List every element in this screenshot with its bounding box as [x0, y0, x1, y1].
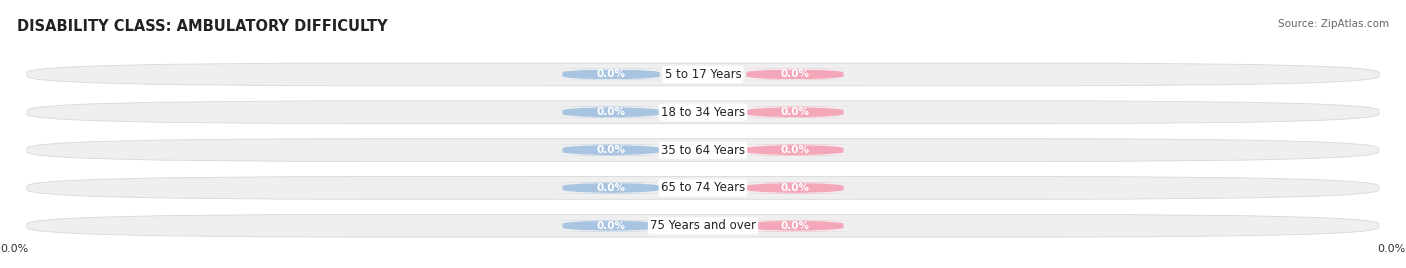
FancyBboxPatch shape — [27, 63, 1379, 86]
FancyBboxPatch shape — [709, 107, 882, 118]
Text: 18 to 34 Years: 18 to 34 Years — [661, 106, 745, 119]
Text: 5 to 17 Years: 5 to 17 Years — [665, 68, 741, 81]
Text: 0.0%: 0.0% — [596, 69, 626, 79]
Text: 0.0%: 0.0% — [780, 221, 810, 231]
FancyBboxPatch shape — [709, 220, 882, 232]
Text: 0.0%: 0.0% — [596, 183, 626, 193]
Text: 65 to 74 Years: 65 to 74 Years — [661, 181, 745, 194]
Text: 0.0%: 0.0% — [780, 145, 810, 155]
Text: 75 Years and over: 75 Years and over — [650, 219, 756, 232]
Text: 0.0%: 0.0% — [0, 244, 28, 254]
Text: 0.0%: 0.0% — [780, 183, 810, 193]
FancyBboxPatch shape — [524, 144, 697, 156]
Text: DISABILITY CLASS: AMBULATORY DIFFICULTY: DISABILITY CLASS: AMBULATORY DIFFICULTY — [17, 19, 388, 34]
FancyBboxPatch shape — [709, 144, 882, 156]
Text: 0.0%: 0.0% — [596, 221, 626, 231]
FancyBboxPatch shape — [524, 182, 697, 193]
Text: 0.0%: 0.0% — [596, 107, 626, 117]
FancyBboxPatch shape — [524, 69, 697, 80]
FancyBboxPatch shape — [27, 101, 1379, 124]
Text: 0.0%: 0.0% — [780, 107, 810, 117]
FancyBboxPatch shape — [524, 220, 697, 232]
FancyBboxPatch shape — [709, 69, 882, 80]
Text: 0.0%: 0.0% — [596, 145, 626, 155]
FancyBboxPatch shape — [709, 182, 882, 193]
FancyBboxPatch shape — [27, 214, 1379, 237]
Text: 0.0%: 0.0% — [1378, 244, 1406, 254]
FancyBboxPatch shape — [27, 177, 1379, 199]
FancyBboxPatch shape — [27, 139, 1379, 161]
FancyBboxPatch shape — [524, 107, 697, 118]
Text: 0.0%: 0.0% — [780, 69, 810, 79]
Text: Source: ZipAtlas.com: Source: ZipAtlas.com — [1278, 19, 1389, 29]
Text: 35 to 64 Years: 35 to 64 Years — [661, 144, 745, 157]
